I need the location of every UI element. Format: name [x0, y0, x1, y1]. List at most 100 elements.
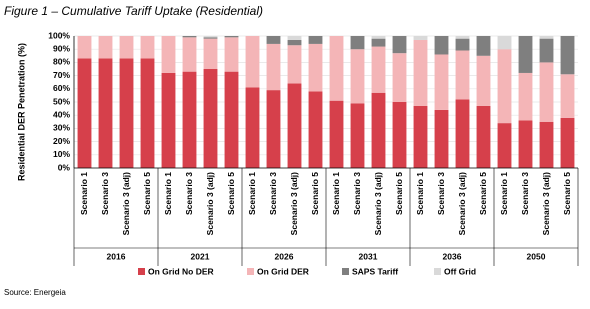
bar-segment	[539, 121, 554, 168]
bar-segment	[455, 36, 470, 39]
bar-segment	[287, 83, 302, 168]
y-tick-label: 60%	[53, 83, 70, 93]
legend-label: On Grid No DER	[148, 266, 214, 276]
bar-segment	[371, 46, 386, 93]
bar-segment	[476, 36, 491, 56]
y-axis-label: Residential DER Penetration (%)	[16, 43, 26, 181]
source: Source: Energeia	[4, 288, 66, 297]
bar-segment	[518, 120, 533, 168]
bar-segment	[518, 72, 533, 121]
legend-label: On Grid DER	[257, 266, 309, 276]
bar-segment	[203, 69, 218, 168]
y-tick-label: 20%	[53, 136, 70, 146]
bar-segment	[350, 36, 365, 50]
legend-label: SAPS Tariff	[352, 266, 398, 276]
group-label: 2026	[275, 251, 294, 261]
bar-segment	[308, 91, 323, 168]
x-tick-label: Scenario 1	[163, 172, 173, 215]
bar-segment	[497, 36, 512, 50]
legend-label: Off Grid	[444, 266, 476, 276]
y-tick-label: 80%	[53, 57, 70, 67]
chart-title: Figure 1 – Cumulative Tariff Uptake (Res…	[4, 4, 263, 18]
bar-segment	[161, 72, 176, 168]
x-tick-label: Scenario 5	[394, 172, 404, 215]
bar-segment	[98, 36, 113, 59]
bar-segment	[245, 87, 260, 168]
bar-segment	[308, 36, 323, 44]
bar-segment	[371, 36, 386, 39]
bar-segment	[413, 39, 428, 106]
bar-segment	[560, 74, 575, 118]
bar-segment	[329, 100, 344, 168]
bar-segment	[455, 50, 470, 100]
bar-segment	[203, 38, 218, 69]
bar-segment	[455, 99, 470, 168]
bar-segment	[224, 37, 239, 72]
x-tick-label: Scenario 1	[415, 172, 425, 215]
x-tick-label: Scenario 3 (adj)	[121, 172, 131, 235]
bar-segment	[434, 109, 449, 168]
bar-segment	[539, 62, 554, 122]
bar-segment	[308, 43, 323, 92]
bar-segment	[203, 36, 218, 38]
y-tick-label: 100%	[48, 30, 70, 40]
bar-segment	[182, 71, 197, 168]
bar-segment	[182, 36, 197, 38]
y-tick-label: 30%	[53, 123, 70, 133]
x-tick-label: Scenario 3 (adj)	[541, 172, 551, 235]
bar-segment	[140, 58, 155, 168]
x-tick-label: Scenario 3	[100, 172, 110, 215]
bar-segment	[560, 117, 575, 168]
bar-segment	[182, 37, 197, 72]
bar-segment	[497, 49, 512, 124]
bar-segment	[434, 36, 449, 55]
group-label: 2021	[191, 251, 210, 261]
bar-segment	[224, 71, 239, 168]
bar-segment	[476, 55, 491, 106]
bar-segment	[539, 38, 554, 63]
bar-segment	[119, 36, 134, 59]
x-tick-label: Scenario 1	[499, 172, 509, 215]
bar-segment	[560, 36, 575, 75]
y-tick-label: 50%	[53, 96, 70, 106]
legend-swatch	[434, 268, 441, 275]
x-tick-label: Scenario 5	[226, 172, 236, 215]
bar-segment	[350, 103, 365, 168]
bar-segment	[266, 43, 281, 91]
bar-segment	[413, 105, 428, 168]
bar-segment	[371, 38, 386, 47]
bar-segment	[392, 53, 407, 102]
bar-segment	[371, 92, 386, 168]
x-tick-label: Scenario 3 (adj)	[457, 172, 467, 235]
x-tick-label: Scenario 5	[310, 172, 320, 215]
bar-segment	[287, 39, 302, 46]
x-tick-label: Scenario 3 (adj)	[205, 172, 215, 235]
y-tick-label: 90%	[53, 43, 70, 53]
group-label: 2016	[107, 251, 126, 261]
legend-swatch	[247, 268, 254, 275]
group-label: 2031	[359, 251, 378, 261]
bar-segment	[287, 36, 302, 40]
x-tick-label: Scenario 1	[247, 172, 257, 215]
x-tick-label: Scenario 5	[562, 172, 572, 215]
bar-segment	[119, 58, 134, 168]
group-label: 2036	[443, 251, 462, 261]
bar-segment	[413, 36, 428, 40]
x-tick-label: Scenario 5	[142, 172, 152, 215]
bar-segment	[140, 36, 155, 59]
x-tick-label: Scenario 3 (adj)	[289, 172, 299, 235]
bar-segment	[518, 36, 533, 73]
bar-segment	[350, 49, 365, 104]
bar-segment	[392, 36, 407, 54]
x-tick-label: Scenario 3	[436, 172, 446, 215]
bar-segment	[539, 36, 554, 39]
bar-segment	[266, 90, 281, 168]
bar-segment	[98, 58, 113, 168]
x-tick-label: Scenario 3	[268, 172, 278, 215]
y-tick-label: 70%	[53, 70, 70, 80]
x-tick-label: Scenario 5	[478, 172, 488, 215]
bar-segment	[287, 45, 302, 84]
bar-segment	[203, 37, 218, 39]
group-label: 2050	[527, 251, 546, 261]
